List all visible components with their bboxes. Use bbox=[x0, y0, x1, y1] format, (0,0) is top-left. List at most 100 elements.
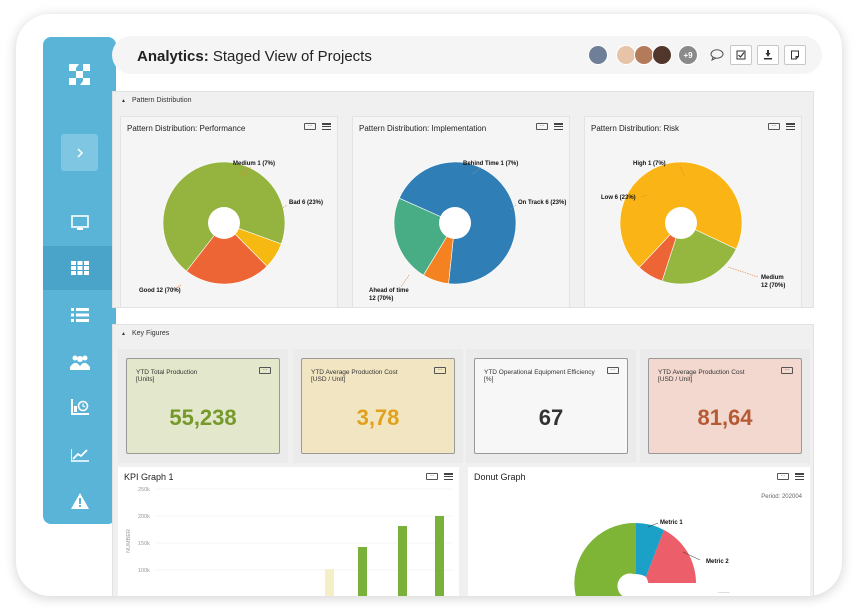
section-header[interactable]: ▲ Key Figures bbox=[113, 325, 813, 342]
comments-button[interactable] bbox=[706, 45, 728, 65]
menu-icon[interactable] bbox=[444, 473, 453, 480]
kpi-title: YTD Average Production Cost bbox=[658, 369, 745, 376]
grid-icon bbox=[70, 261, 89, 275]
page-title-bold: Analytics: bbox=[137, 48, 209, 65]
note-icon bbox=[791, 50, 799, 60]
sidebar-item-trends[interactable] bbox=[43, 433, 116, 477]
more-options-icon[interactable]: ··· bbox=[777, 473, 789, 480]
pie-card-risk: Pattern Distribution: Risk ··· Medium 12 … bbox=[584, 116, 802, 308]
sidebar bbox=[43, 37, 116, 524]
more-options-icon[interactable]: ··· bbox=[781, 367, 793, 374]
slice-label: On Track 6 (23%) bbox=[518, 200, 566, 206]
chevron-right-icon bbox=[76, 147, 83, 158]
donut-label-metric-1: Metric 1 bbox=[660, 520, 683, 526]
approve-button[interactable] bbox=[730, 45, 752, 65]
section-title: Pattern Distribution bbox=[131, 97, 192, 104]
period-label: Period: 202004 bbox=[761, 494, 802, 500]
label-leader-line bbox=[639, 194, 648, 198]
warning-icon bbox=[70, 493, 89, 509]
download-button[interactable] bbox=[757, 45, 779, 65]
kpi-unit: [USD / Unit] bbox=[658, 376, 693, 383]
y-tick-label: 100k bbox=[138, 568, 150, 574]
kpi-unit: [Units] bbox=[136, 376, 155, 383]
more-options-icon[interactable]: ··· bbox=[426, 473, 438, 480]
sidebar-item-users[interactable] bbox=[43, 340, 116, 384]
kpi-title: YTD Total Production bbox=[136, 369, 198, 376]
menu-icon[interactable] bbox=[786, 123, 795, 130]
more-options-icon[interactable]: ··· bbox=[434, 367, 446, 374]
menu-icon[interactable] bbox=[795, 473, 804, 480]
sidebar-item-reports[interactable] bbox=[43, 385, 116, 429]
kpi-value: 67 bbox=[538, 405, 564, 430]
donut-hole bbox=[665, 207, 697, 239]
slice-label: Bad 6 (23%) bbox=[289, 200, 323, 206]
main-content: Analytics: Staged View of Projects +9 bbox=[112, 14, 842, 596]
card-title: Pattern Distribution: Risk bbox=[591, 124, 680, 133]
pie-card-performance: Pattern Distribution: Performance ··· Go… bbox=[120, 116, 338, 308]
slice-label: 12 (70%) bbox=[761, 283, 785, 289]
header-bar: Analytics: Staged View of Projects +9 bbox=[112, 36, 822, 74]
sidebar-item-grid[interactable] bbox=[43, 246, 116, 290]
collapse-triangle-icon[interactable]: ▲ bbox=[121, 330, 126, 337]
more-options-icon[interactable]: ··· bbox=[259, 367, 271, 374]
more-options-icon[interactable]: ··· bbox=[304, 123, 316, 130]
users-icon bbox=[69, 355, 90, 370]
app-window: Analytics: Staged View of Projects +9 bbox=[16, 14, 842, 596]
slice-label: Medium bbox=[761, 275, 784, 281]
sidebar-expand-button[interactable] bbox=[61, 134, 98, 171]
kpi-card[interactable]: YTD Operational Equipment Efficiency [%]… bbox=[474, 358, 628, 454]
pattern-distribution-section: ▲ Pattern Distribution Pattern Distributi… bbox=[112, 91, 814, 308]
notes-button[interactable] bbox=[784, 45, 806, 65]
kpi-value: 3,78 bbox=[356, 405, 400, 430]
section-header[interactable]: ▲ Pattern Distribution bbox=[113, 92, 813, 109]
avatar[interactable] bbox=[588, 45, 608, 65]
slice-label: Medium 1 (7%) bbox=[233, 161, 275, 167]
kpi-value: 81,64 bbox=[697, 405, 753, 430]
label-leader-line bbox=[679, 166, 685, 176]
checkbox-icon bbox=[736, 50, 746, 60]
chart-clock-icon bbox=[70, 399, 89, 415]
kpi-tile: YTD Average Production Cost [USD / Unit]… bbox=[293, 349, 463, 463]
slice-label: Ahead of time bbox=[369, 288, 409, 294]
pie-chart: Medium 12 (70%) Low 6 (23%) High 1 (7%) bbox=[601, 161, 785, 289]
kpi-card[interactable]: YTD Average Production Cost [USD / Unit]… bbox=[648, 358, 802, 454]
kpi-tile: YTD Total Production [Units] ··· 55,238 bbox=[118, 349, 288, 463]
key-figures-section: ▲ Key Figures YTD Total Production [Units… bbox=[112, 324, 814, 596]
more-options-icon[interactable]: ··· bbox=[536, 123, 548, 130]
kpi-card[interactable]: YTD Average Production Cost [USD / Unit]… bbox=[301, 358, 455, 454]
app-logo-icon bbox=[43, 63, 116, 87]
kpi-card[interactable]: YTD Total Production [Units] ··· 55,238 bbox=[126, 358, 280, 454]
slice-label: 12 (70%) bbox=[369, 296, 393, 302]
collaborators[interactable]: +9 bbox=[588, 45, 698, 65]
pie-chart: Good 12 (70%) Medium 1 (7%) Bad 6 (23%) bbox=[139, 161, 323, 294]
bar bbox=[325, 569, 334, 596]
bar bbox=[398, 526, 407, 596]
kpi-tile: YTD Operational Equipment Efficiency [%]… bbox=[466, 349, 636, 463]
y-tick-label: 150k bbox=[138, 541, 150, 547]
more-options-icon[interactable]: ··· bbox=[607, 367, 619, 374]
sidebar-item-alerts[interactable] bbox=[43, 479, 116, 523]
sidebar-item-list[interactable] bbox=[43, 293, 116, 337]
more-users-badge[interactable]: +9 bbox=[678, 45, 698, 65]
avatar[interactable] bbox=[652, 45, 672, 65]
bar bbox=[358, 547, 367, 596]
avatar[interactable] bbox=[634, 45, 654, 65]
donut-hole bbox=[208, 207, 240, 239]
label-leader-line bbox=[400, 274, 410, 288]
sidebar-item-monitor[interactable] bbox=[43, 201, 116, 245]
kpi-unit: [%] bbox=[484, 376, 494, 383]
more-options-icon[interactable]: ··· bbox=[768, 123, 780, 130]
pie-slice[interactable] bbox=[186, 222, 268, 285]
page-title-rest: Staged View of Projects bbox=[208, 48, 372, 65]
collapse-triangle-icon[interactable]: ▲ bbox=[121, 97, 126, 104]
donut-slice-metric-1 bbox=[636, 523, 664, 577]
pie-slice[interactable] bbox=[393, 197, 456, 276]
card-title: Pattern Distribution: Implementation bbox=[359, 124, 487, 133]
kpi-graph-card: KPI Graph 1 ··· 250k 200k 150k 100k NUMB… bbox=[118, 467, 459, 596]
line-chart-icon bbox=[70, 449, 89, 462]
label-leader-line bbox=[472, 166, 482, 175]
menu-icon[interactable] bbox=[554, 123, 563, 130]
avatar[interactable] bbox=[616, 45, 636, 65]
donut-chart: Metric 1 Metric 2 ------- bbox=[574, 520, 730, 596]
menu-icon[interactable] bbox=[322, 123, 331, 130]
